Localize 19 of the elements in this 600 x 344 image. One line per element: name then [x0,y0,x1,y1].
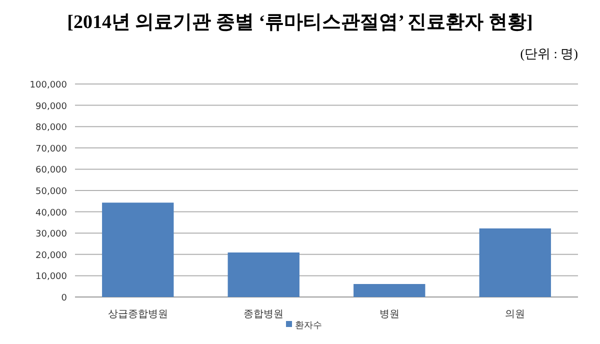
legend: 환자수 [286,321,322,331]
y-tick-label: 10,000 [36,272,68,282]
y-tick-label: 50,000 [36,187,68,197]
y-tick-label: 0 [61,294,68,304]
x-tick-label: 상급종합병원 [108,309,168,320]
chart-title: [2014년 의료기관 종별 ‘류마티스관절염’ 진료환자 현황] [67,12,533,33]
y-tick-label: 90,000 [36,102,68,112]
legend-label: 환자수 [295,321,322,331]
x-tick-label: 종합병원 [244,309,284,320]
x-tick-label: 병원 [379,309,400,320]
y-tick-label: 100,000 [30,80,68,90]
y-tick-label: 20,000 [36,250,68,261]
y-tick-label: 80,000 [36,123,68,134]
chart-subtitle: (단위 : 명) [520,46,578,61]
y-tick-label: 40,000 [36,208,68,218]
y-tick-label: 30,000 [36,230,68,240]
y-tick-label: 70,000 [36,144,68,154]
y-tick-label: 60,000 [36,166,68,176]
x-tick-label: 의원 [505,309,526,320]
